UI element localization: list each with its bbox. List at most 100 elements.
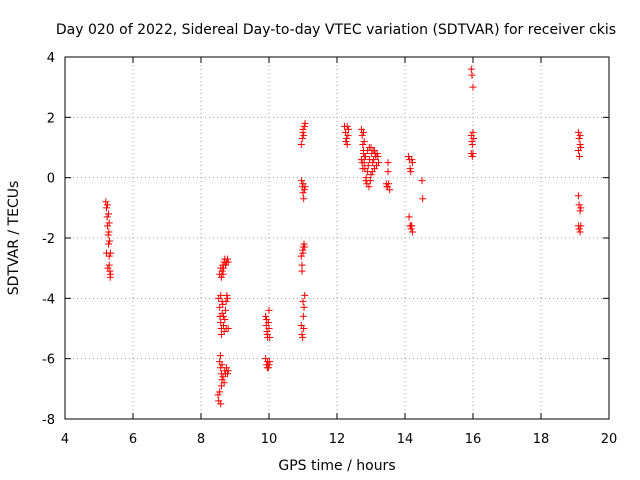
data-point (264, 318, 272, 326)
data-point (469, 83, 477, 91)
data-point (219, 300, 227, 308)
x-tick-label: 12 (329, 432, 346, 447)
data-point (298, 134, 306, 142)
data-point (364, 168, 372, 176)
data-point (263, 364, 271, 372)
data-point (301, 243, 309, 251)
data-point (221, 306, 229, 314)
data-point (224, 258, 232, 266)
data-point (223, 364, 230, 372)
data-point (576, 131, 584, 139)
data-point (220, 379, 228, 387)
data-point (367, 171, 375, 179)
data-point (102, 204, 110, 212)
data-point (105, 228, 113, 236)
data-point (343, 122, 351, 130)
data-point (263, 315, 271, 323)
x-axis-tick-labels: 4 6 8 10 12 14 16 18 20 (61, 432, 617, 447)
data-point (222, 325, 230, 332)
data-point (343, 140, 351, 148)
data-point (102, 198, 110, 206)
data-point (405, 213, 413, 221)
data-point (342, 137, 350, 145)
y-axis-tick-labels: -8 -6 -4 -2 0 2 4 (42, 51, 55, 428)
data-point (575, 134, 583, 142)
data-point (105, 261, 113, 269)
data-point (577, 222, 585, 230)
data-point (470, 134, 478, 142)
data-point (343, 134, 351, 142)
plot-frame (64, 56, 610, 420)
data-point (574, 192, 582, 200)
data-point (345, 125, 353, 133)
data-point (219, 270, 227, 278)
data-point (576, 228, 584, 236)
data-point (575, 153, 583, 161)
data-point (360, 159, 368, 167)
y-tick-label: -8 (42, 413, 55, 428)
y-tick-label: -6 (42, 353, 55, 368)
data-point (468, 140, 476, 148)
data-point (266, 358, 274, 366)
data-point (365, 183, 373, 191)
data-point (300, 195, 308, 203)
chart-title: Day 020 of 2022, Sidereal Day-to-day VTE… (56, 22, 616, 38)
data-point (104, 201, 111, 209)
data-point (224, 294, 232, 302)
data-point (385, 180, 393, 188)
data-point (297, 140, 305, 148)
data-point (301, 291, 309, 299)
data-point (404, 153, 412, 161)
data-point (575, 201, 583, 209)
data-point (299, 334, 307, 342)
data-point (218, 267, 226, 275)
data-point (223, 291, 231, 299)
data-point (576, 140, 584, 148)
data-point (574, 128, 582, 136)
data-point (359, 140, 367, 148)
data-point (468, 153, 476, 161)
data-point (265, 361, 273, 369)
data-point (219, 312, 227, 320)
data-point (298, 331, 306, 339)
data-point (262, 312, 270, 320)
data-point (299, 297, 307, 305)
data-point (105, 240, 113, 248)
data-point (299, 249, 307, 257)
data-point (224, 367, 232, 375)
data-point (384, 159, 392, 167)
data-point (265, 306, 273, 314)
data-point (358, 131, 366, 139)
data-point (468, 71, 476, 79)
data-point (216, 303, 224, 311)
data-point (105, 210, 113, 218)
data-point (408, 156, 416, 164)
x-tick-label: 4 (61, 432, 69, 447)
data-point (574, 147, 582, 155)
data-point (407, 168, 415, 176)
y-tick-label: 4 (47, 51, 55, 66)
data-point (299, 189, 307, 197)
data-point (218, 361, 226, 369)
x-tick-label: 18 (533, 432, 550, 447)
data-point (467, 65, 475, 73)
x-tick-label: 20 (601, 432, 618, 447)
data-point (216, 352, 224, 360)
data-point (104, 231, 112, 239)
data-point (299, 312, 307, 320)
y-axis-label: SDTVAR / TECUs (6, 181, 22, 296)
data-point (369, 159, 377, 167)
y-tick-label: -2 (42, 232, 55, 247)
data-point (344, 131, 352, 139)
x-tick-label: 16 (465, 432, 482, 447)
data-point (469, 150, 477, 158)
data-point (221, 315, 229, 323)
data-point (265, 325, 273, 332)
data-point (408, 228, 416, 236)
data-point (576, 207, 584, 215)
data-point (407, 222, 415, 230)
data-point (105, 219, 113, 227)
data-point (217, 273, 225, 281)
data-point (364, 162, 372, 170)
